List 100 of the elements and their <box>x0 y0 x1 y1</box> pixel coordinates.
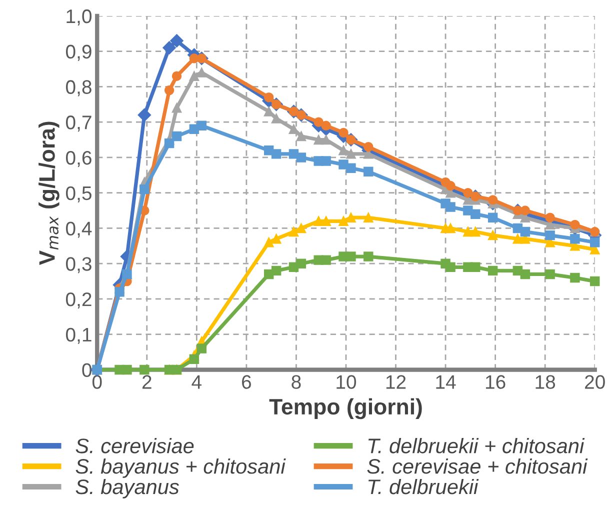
y-axis-title: V$_{max}$ (g/L/ora) <box>38 122 60 266</box>
x-tick-label: 16 <box>486 375 506 389</box>
point <box>196 120 207 130</box>
x-tick-label: 6 <box>242 375 251 389</box>
x-tick-label: 8 <box>292 375 301 389</box>
point <box>488 230 498 240</box>
point <box>140 364 150 375</box>
point <box>321 156 331 166</box>
point <box>321 134 331 145</box>
point <box>446 262 456 272</box>
y-tick-label: 0,2 <box>66 292 92 309</box>
x-tick-label: 14 <box>436 375 456 389</box>
y-tick-label: 0,8 <box>66 80 92 96</box>
point <box>314 134 324 145</box>
y-tick-label: 0,1 <box>66 328 92 344</box>
legend-label: S. bayanus <box>76 478 179 498</box>
point <box>296 152 306 162</box>
point <box>338 146 348 156</box>
x-tick-label: 12 <box>386 375 406 389</box>
x-tick-label: 10 <box>336 375 356 389</box>
point <box>446 180 456 191</box>
point <box>189 354 200 364</box>
legend-label: T. delbruekii <box>368 478 479 494</box>
point <box>321 216 331 226</box>
point <box>172 103 182 113</box>
legend-label: S. cerevisiae <box>76 438 194 454</box>
point <box>545 269 555 280</box>
point <box>321 255 331 265</box>
point <box>346 212 356 222</box>
point <box>296 131 306 142</box>
point <box>488 266 498 276</box>
point <box>172 131 182 142</box>
point <box>164 85 174 96</box>
point <box>545 230 555 240</box>
point <box>520 269 530 280</box>
point <box>338 128 348 138</box>
point <box>364 166 374 176</box>
point <box>140 184 150 194</box>
point <box>164 138 174 148</box>
point <box>570 272 580 283</box>
x-tick-label: 2 <box>142 375 152 389</box>
point <box>463 188 473 198</box>
point <box>172 71 182 81</box>
y-tick-label: 0,4 <box>66 222 92 238</box>
point <box>264 92 274 102</box>
point <box>520 226 530 237</box>
legend-label: T. delbruekii + chitosani <box>368 438 585 454</box>
y-tick-label: 0,7 <box>66 116 92 132</box>
point <box>338 216 348 226</box>
point <box>446 223 456 234</box>
y-tick-label: 0 <box>82 363 92 377</box>
y-tick-label: 1,0 <box>66 9 92 26</box>
point <box>364 212 374 222</box>
point <box>590 276 600 286</box>
point <box>570 234 580 244</box>
point <box>314 216 324 226</box>
point <box>488 212 498 222</box>
point <box>114 287 124 297</box>
point <box>170 34 184 48</box>
point <box>512 234 523 244</box>
point <box>590 238 600 248</box>
point <box>196 344 207 354</box>
point <box>288 226 299 237</box>
point <box>321 120 331 130</box>
point <box>196 68 207 78</box>
point <box>271 114 282 124</box>
y-tick-label: 0,6 <box>66 150 92 168</box>
point <box>470 226 480 237</box>
y-tick-label: 0,3 <box>66 257 92 274</box>
point <box>122 364 132 375</box>
x-tick-label: 0 <box>92 375 102 389</box>
point <box>520 206 530 216</box>
point <box>271 149 282 159</box>
point <box>271 234 282 244</box>
y-tick-label: 0,5 <box>66 186 92 202</box>
point <box>271 266 282 276</box>
point <box>264 238 274 248</box>
point <box>296 223 306 234</box>
point <box>296 258 306 268</box>
point <box>314 117 324 127</box>
x-tick-label: 4 <box>192 375 202 389</box>
point <box>162 41 176 54</box>
point <box>364 252 374 262</box>
point <box>470 262 480 272</box>
x-tick-label: 18 <box>536 375 556 389</box>
point <box>545 212 555 222</box>
point <box>364 142 374 152</box>
x-axis-title: Tempo (giorni) <box>269 398 422 420</box>
point <box>346 252 356 262</box>
point <box>488 195 498 205</box>
legend-label: S. cerevisae + chitosani <box>367 458 588 474</box>
point <box>470 209 480 219</box>
point <box>463 226 473 237</box>
y-tick-label: 0,9 <box>66 44 92 61</box>
point <box>446 202 456 212</box>
point <box>138 108 151 122</box>
point <box>346 149 356 159</box>
point <box>346 163 356 173</box>
point <box>570 220 580 230</box>
x-tick-label: 20 <box>585 375 605 389</box>
